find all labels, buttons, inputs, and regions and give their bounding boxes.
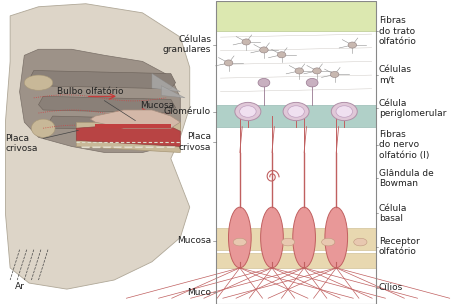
Polygon shape xyxy=(29,70,175,89)
Ellipse shape xyxy=(348,42,356,48)
Ellipse shape xyxy=(330,71,339,77)
Ellipse shape xyxy=(336,106,353,117)
Polygon shape xyxy=(166,146,175,148)
Polygon shape xyxy=(152,74,180,92)
Polygon shape xyxy=(124,146,133,148)
Text: Glomérulo: Glomérulo xyxy=(164,107,211,116)
Ellipse shape xyxy=(282,238,295,246)
Polygon shape xyxy=(146,146,154,148)
Polygon shape xyxy=(92,146,100,148)
Ellipse shape xyxy=(233,238,246,246)
Polygon shape xyxy=(19,49,180,152)
Ellipse shape xyxy=(235,102,261,120)
Ellipse shape xyxy=(295,68,303,74)
Polygon shape xyxy=(91,110,180,128)
Text: Receptor
olfatório: Receptor olfatório xyxy=(379,237,419,256)
Ellipse shape xyxy=(242,39,251,45)
Ellipse shape xyxy=(239,106,256,117)
Ellipse shape xyxy=(277,52,286,58)
Ellipse shape xyxy=(331,102,357,120)
Polygon shape xyxy=(76,122,180,134)
Polygon shape xyxy=(5,4,190,289)
Text: Célula
periglomerular: Célula periglomerular xyxy=(379,99,446,118)
Text: Células
m/t: Células m/t xyxy=(379,65,412,85)
Polygon shape xyxy=(95,124,171,128)
Text: Fibras
do trato
olfatório: Fibras do trato olfatório xyxy=(379,16,417,46)
Polygon shape xyxy=(216,1,474,304)
Polygon shape xyxy=(216,228,376,250)
Ellipse shape xyxy=(260,47,268,53)
Text: Célula
basal: Célula basal xyxy=(379,203,407,223)
Ellipse shape xyxy=(321,238,335,246)
Text: Mucosa: Mucosa xyxy=(177,236,211,245)
Ellipse shape xyxy=(283,102,309,120)
Polygon shape xyxy=(38,96,175,113)
Ellipse shape xyxy=(261,207,283,268)
Ellipse shape xyxy=(306,78,318,87)
Text: Células
granulares: Células granulares xyxy=(163,35,211,54)
Polygon shape xyxy=(135,146,143,148)
Bar xyxy=(216,1,376,304)
Ellipse shape xyxy=(224,60,233,66)
Text: Mucosa: Mucosa xyxy=(140,101,174,110)
Ellipse shape xyxy=(31,119,55,137)
Ellipse shape xyxy=(313,68,321,74)
Polygon shape xyxy=(156,146,164,148)
Ellipse shape xyxy=(24,75,53,90)
Polygon shape xyxy=(161,86,185,98)
Polygon shape xyxy=(113,146,122,148)
Ellipse shape xyxy=(258,78,270,87)
Ellipse shape xyxy=(293,207,316,268)
Text: Bulbo olfatório: Bulbo olfatório xyxy=(57,87,136,121)
Ellipse shape xyxy=(354,238,367,246)
Ellipse shape xyxy=(228,207,251,268)
Polygon shape xyxy=(216,106,376,127)
Text: Cílios: Cílios xyxy=(379,283,403,292)
Polygon shape xyxy=(76,122,180,146)
Polygon shape xyxy=(216,253,376,268)
Text: Fibras
do nervo
olfatório (I): Fibras do nervo olfatório (I) xyxy=(379,130,429,160)
Polygon shape xyxy=(103,146,111,148)
Text: Muco: Muco xyxy=(187,288,211,297)
Polygon shape xyxy=(48,116,175,131)
Ellipse shape xyxy=(325,207,347,268)
Text: Ar: Ar xyxy=(15,282,25,291)
Text: Placa
crivosa: Placa crivosa xyxy=(5,130,78,153)
Text: Glândula de
Bowman: Glândula de Bowman xyxy=(379,169,434,188)
Polygon shape xyxy=(0,1,190,304)
Ellipse shape xyxy=(288,106,304,117)
Polygon shape xyxy=(76,134,180,152)
Polygon shape xyxy=(82,146,90,148)
Text: Placa
crivosa: Placa crivosa xyxy=(179,132,211,152)
Polygon shape xyxy=(216,1,376,31)
